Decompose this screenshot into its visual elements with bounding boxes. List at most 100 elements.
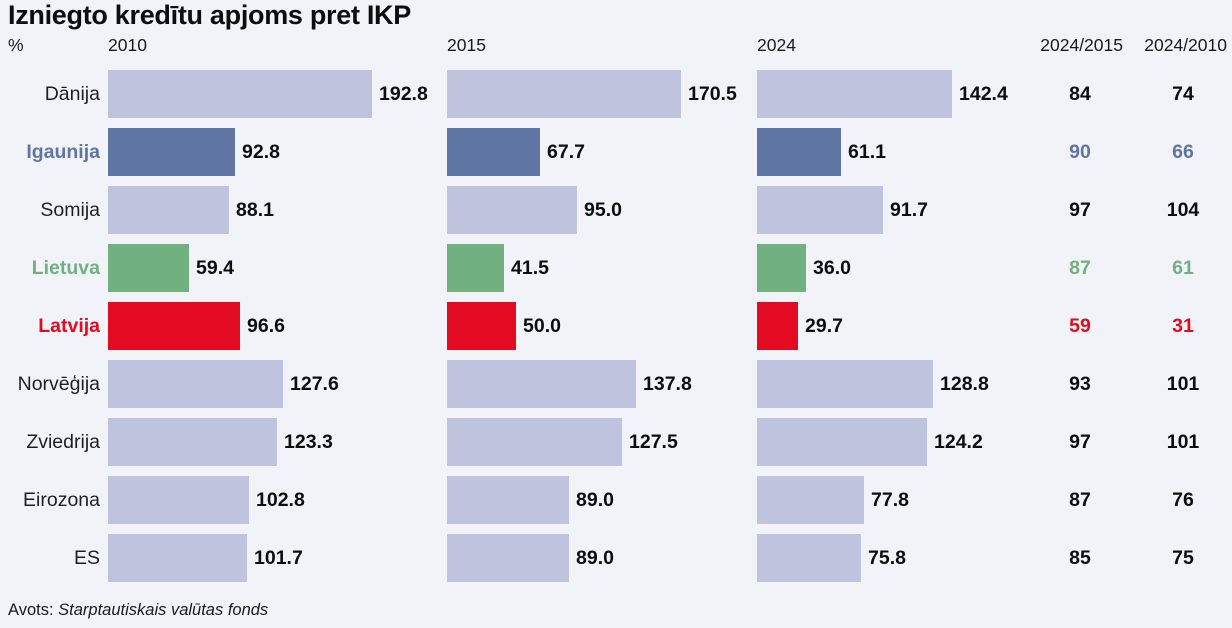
bar-cell-2024: 128.8: [757, 360, 989, 408]
bar-value-2015: 95.0: [584, 198, 622, 221]
bar-2010: [108, 360, 283, 408]
bar-value-2024: 91.7: [890, 198, 928, 221]
bar-value-2015: 170.5: [688, 82, 737, 105]
ratio-2024-2015: 85: [1069, 547, 1091, 569]
bar-cell-2010: 127.6: [108, 360, 339, 408]
bar-value-2015: 50.0: [523, 314, 561, 337]
bar-2024: [757, 186, 883, 234]
bar-2010: [108, 244, 189, 292]
bar-value-2010: 96.6: [247, 314, 285, 337]
bar-2015: [447, 244, 504, 292]
bar-2015: [447, 418, 622, 466]
ratio-2024-2010: 31: [1172, 315, 1194, 337]
bar-value-2015: 137.8: [643, 372, 692, 395]
bar-cell-2015: 41.5: [447, 244, 549, 292]
chart-rows: Dānija 192.8 170.5 142.4 84 74 Igaunija …: [0, 70, 1232, 592]
bar-cell-2024: 75.8: [757, 534, 906, 582]
ratio-2024-2010: 66: [1172, 141, 1194, 163]
table-row: Norvēģija 127.6 137.8 128.8 93 101: [0, 360, 1232, 418]
ratio-2024-2010: 74: [1172, 83, 1194, 105]
bar-cell-2010: 123.3: [108, 418, 333, 466]
source-note: Avots: Starptautiskais valūtas fonds: [8, 601, 268, 620]
bar-2024: [757, 70, 952, 118]
ratio-2024-2010: 76: [1172, 489, 1194, 511]
bar-cell-2015: 95.0: [447, 186, 622, 234]
ratio-2024-2015: 59: [1069, 315, 1091, 337]
bar-value-2024: 77.8: [871, 488, 909, 511]
country-label: Latvija: [38, 315, 100, 337]
country-label: Dānija: [44, 83, 100, 105]
bar-cell-2015: 137.8: [447, 360, 692, 408]
bar-cell-2010: 59.4: [108, 244, 234, 292]
bar-2010: [108, 534, 247, 582]
bar-2015: [447, 360, 636, 408]
bar-cell-2015: 67.7: [447, 128, 585, 176]
bar-cell-2024: 36.0: [757, 244, 851, 292]
bar-value-2024: 61.1: [848, 140, 886, 163]
bar-cell-2010: 92.8: [108, 128, 280, 176]
bar-cell-2024: 29.7: [757, 302, 843, 350]
bar-cell-2010: 96.6: [108, 302, 285, 350]
table-row: Lietuva 59.4 41.5 36.0 87 61: [0, 244, 1232, 302]
bar-value-2010: 192.8: [379, 82, 428, 105]
ratio-2024-2010: 75: [1172, 547, 1194, 569]
bar-cell-2024: 91.7: [757, 186, 928, 234]
country-label: Lietuva: [31, 257, 100, 279]
bar-2015: [447, 186, 577, 234]
country-label: ES: [73, 547, 100, 569]
bar-value-2024: 124.2: [934, 430, 983, 453]
bar-value-2010: 127.6: [290, 372, 339, 395]
chart-title: Izniegto kredītu apjoms pret IKP: [8, 0, 411, 30]
bar-value-2024: 128.8: [940, 372, 989, 395]
bar-2024: [757, 128, 841, 176]
column-header-ratio-2024-2015: 2024/2015: [1040, 35, 1123, 55]
country-label: Somija: [40, 199, 100, 221]
bar-cell-2024: 61.1: [757, 128, 886, 176]
country-label: Eirozona: [23, 489, 100, 511]
bar-2010: [108, 418, 277, 466]
column-header-2010: 2010: [108, 35, 147, 55]
bar-value-2010: 102.8: [256, 488, 305, 511]
bar-value-2024: 75.8: [868, 546, 906, 569]
bar-value-2010: 59.4: [196, 256, 234, 279]
column-header-2015: 2015: [447, 35, 486, 55]
bar-value-2024: 29.7: [805, 314, 843, 337]
bar-cell-2015: 89.0: [447, 534, 614, 582]
table-row: Somija 88.1 95.0 91.7 97 104: [0, 186, 1232, 244]
table-row: Latvija 96.6 50.0 29.7 59 31: [0, 302, 1232, 360]
ratio-2024-2015: 97: [1069, 431, 1091, 453]
bar-2024: [757, 244, 806, 292]
bar-cell-2015: 89.0: [447, 476, 614, 524]
bar-cell-2010: 102.8: [108, 476, 305, 524]
bar-cell-2015: 170.5: [447, 70, 737, 118]
table-row: Dānija 192.8 170.5 142.4 84 74: [0, 70, 1232, 128]
column-header-ratio-2024-2010: 2024/2010: [1144, 35, 1227, 55]
bar-2015: [447, 302, 516, 350]
bar-cell-2010: 101.7: [108, 534, 303, 582]
bar-value-2024: 142.4: [959, 82, 1008, 105]
bar-2024: [757, 418, 927, 466]
ratio-2024-2010: 101: [1166, 373, 1200, 395]
bar-cell-2015: 50.0: [447, 302, 561, 350]
bar-value-2015: 89.0: [576, 488, 614, 511]
bar-2015: [447, 476, 569, 524]
bar-cell-2024: 124.2: [757, 418, 983, 466]
bar-value-2015: 41.5: [511, 256, 549, 279]
ratio-2024-2015: 84: [1069, 83, 1091, 105]
bar-cell-2024: 77.8: [757, 476, 909, 524]
bar-2024: [757, 476, 864, 524]
table-row: Eirozona 102.8 89.0 77.8 87 76: [0, 476, 1232, 534]
country-label: Zviedrija: [26, 431, 100, 453]
bar-2024: [757, 534, 861, 582]
table-row: ES 101.7 89.0 75.8 85 75: [0, 534, 1232, 592]
ratio-2024-2015: 93: [1069, 373, 1091, 395]
ratio-2024-2010: 61: [1172, 257, 1194, 279]
country-label: Norvēģija: [17, 373, 100, 395]
ratio-2024-2010: 101: [1166, 431, 1200, 453]
country-label: Igaunija: [26, 141, 100, 163]
bar-value-2010: 101.7: [254, 546, 303, 569]
ratio-2024-2010: 104: [1166, 199, 1200, 221]
bar-value-2010: 123.3: [284, 430, 333, 453]
bar-2010: [108, 302, 240, 350]
bar-2010: [108, 70, 372, 118]
